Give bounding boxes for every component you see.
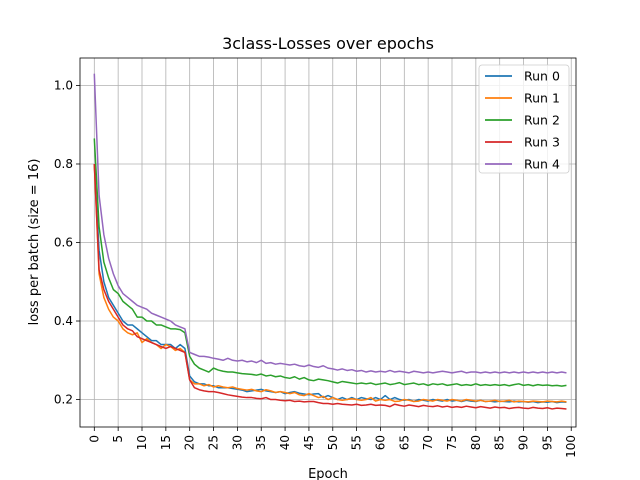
x-tick-label: 85 xyxy=(493,435,507,450)
x-tick-label: 25 xyxy=(207,435,221,450)
x-tick-label: 45 xyxy=(302,435,316,450)
x-tick-label: 5 xyxy=(111,435,125,443)
y-axis-label: loss per batch (size = 16) xyxy=(27,159,42,326)
x-tick-label: 15 xyxy=(159,435,173,450)
series-line-run-3 xyxy=(93,163,567,410)
y-tick-label: 1.0 xyxy=(54,78,73,92)
x-axis-label: Epoch xyxy=(308,467,348,480)
x-tick-label: 20 xyxy=(183,435,197,450)
x-tick-label: 80 xyxy=(469,435,483,450)
series-line-run-4 xyxy=(93,73,567,374)
series-line-run-2 xyxy=(93,138,567,387)
legend-label-run-4: Run 4 xyxy=(524,157,560,172)
legend-label-run-2: Run 2 xyxy=(524,113,560,128)
x-tick-label: 100 xyxy=(564,435,578,458)
x-tick-label: 30 xyxy=(230,435,244,450)
x-tick-label: 95 xyxy=(540,435,554,450)
x-tick-label: 65 xyxy=(397,435,411,450)
legend-label-run-3: Run 3 xyxy=(524,135,560,150)
legend-label-run-0: Run 0 xyxy=(524,69,560,84)
chart-title: 3class-Losses over epochs xyxy=(222,34,434,53)
tick-layer: 0 5 10 15 20 25 30 35 40 45 50 55 60 65 70 75 80 85 90 95 10… xyxy=(54,78,578,457)
x-tick-label: 40 xyxy=(278,435,292,450)
legend: Run 0 Run 1 Run 2 Run 3 Run 4 xyxy=(478,64,570,174)
x-tick-label: 35 xyxy=(254,435,268,450)
series-layer xyxy=(93,73,567,410)
x-tick-label: 0 xyxy=(87,435,101,443)
legend-box xyxy=(478,64,570,174)
y-tick-label: 0.6 xyxy=(54,236,73,250)
x-tick-label: 90 xyxy=(517,435,531,450)
legend-label-run-1: Run 1 xyxy=(524,91,560,106)
x-tick-label: 55 xyxy=(350,435,364,450)
x-tick-label: 70 xyxy=(421,435,435,450)
x-tick-label: 10 xyxy=(135,435,149,450)
y-tick-label: 0.2 xyxy=(54,393,73,407)
x-tick-label: 50 xyxy=(326,435,340,450)
y-tick-label: 0.8 xyxy=(54,157,73,171)
y-tick-label: 0.4 xyxy=(54,314,73,328)
series-line-run-1 xyxy=(93,163,567,403)
x-tick-label: 75 xyxy=(445,435,459,450)
x-tick-label: 60 xyxy=(373,435,387,450)
